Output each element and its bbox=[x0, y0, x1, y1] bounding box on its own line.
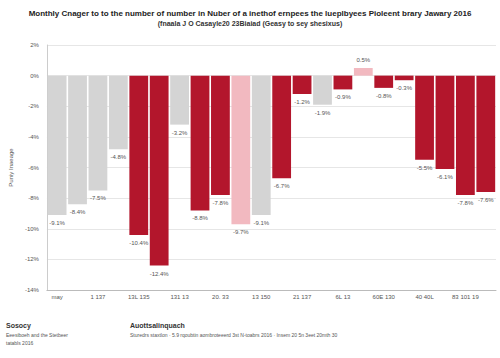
svg-text:-9.1%: -9.1% bbox=[253, 220, 269, 226]
svg-text:60E 130: 60E 130 bbox=[373, 294, 396, 300]
svg-text:-8%: -8% bbox=[28, 195, 39, 201]
svg-text:-14%: -14% bbox=[25, 287, 40, 293]
svg-text:-10%: -10% bbox=[25, 226, 40, 232]
svg-text:13L 135: 13L 135 bbox=[128, 294, 150, 300]
svg-text:-6%: -6% bbox=[28, 165, 39, 171]
svg-text:-8.8%: -8.8% bbox=[192, 215, 208, 221]
svg-text:-8.4%: -8.4% bbox=[70, 209, 86, 215]
svg-text:40 40L: 40 40L bbox=[415, 294, 434, 300]
svg-text:2%: 2% bbox=[30, 42, 39, 48]
svg-text:-0.8%: -0.8% bbox=[376, 93, 392, 99]
svg-text:0.5%: 0.5% bbox=[356, 57, 370, 63]
svg-text:Monthly Cnager to to the numbe: Monthly Cnager to to the number of numbe… bbox=[29, 9, 472, 18]
svg-text:83 101 19: 83 101 19 bbox=[452, 294, 479, 300]
svg-text:Puniy Inaeage: Puniy Inaeage bbox=[8, 148, 14, 187]
svg-text:-4.8%: -4.8% bbox=[111, 154, 127, 160]
svg-text:21 137: 21 137 bbox=[293, 294, 312, 300]
svg-text:-0.9%: -0.9% bbox=[335, 94, 351, 100]
svg-text:-7.8%: -7.8% bbox=[458, 200, 474, 206]
svg-text:-7.5%: -7.5% bbox=[90, 195, 106, 201]
svg-text:Sturedrs staxtlon · 5.9 rqoubt: Sturedrs staxtlon · 5.9 rqoubtin aombrot… bbox=[130, 332, 338, 338]
svg-text:Sosocy: Sosocy bbox=[6, 322, 31, 330]
svg-text:-10.4%: -10.4% bbox=[129, 240, 149, 246]
svg-text:-7.6%: -7.6% bbox=[478, 197, 494, 203]
svg-text:(fnaala J O Casayle20 23Biaiad: (fnaala J O Casayle20 23Biaiad (Geasy to… bbox=[158, 20, 342, 28]
svg-text:1 137: 1 137 bbox=[90, 294, 106, 300]
svg-text:-1.9%: -1.9% bbox=[315, 110, 331, 116]
svg-text:Eeesiboeh and the Stetbeer: Eeesiboeh and the Stetbeer bbox=[6, 332, 68, 338]
svg-text:-9.1%: -9.1% bbox=[49, 220, 65, 226]
svg-text:Auottsalinquach: Auottsalinquach bbox=[130, 322, 185, 330]
svg-text:-12%: -12% bbox=[25, 256, 40, 262]
svg-text:131 13: 131 13 bbox=[170, 294, 189, 300]
svg-text:0%: 0% bbox=[30, 73, 39, 79]
svg-text:may: may bbox=[51, 294, 62, 300]
svg-text:-2%: -2% bbox=[28, 103, 39, 109]
svg-text:-1.2%: -1.2% bbox=[294, 99, 310, 105]
svg-text:-12.4%: -12.4% bbox=[150, 271, 170, 277]
svg-text:-7.8%: -7.8% bbox=[213, 200, 229, 206]
svg-text:-0.3%: -0.3% bbox=[396, 85, 412, 91]
svg-text:20. 33: 20. 33 bbox=[212, 294, 229, 300]
svg-text:-3.2%: -3.2% bbox=[172, 130, 188, 136]
svg-text:-9.7%: -9.7% bbox=[233, 229, 249, 235]
svg-text:13 150: 13 150 bbox=[252, 294, 271, 300]
svg-text:-6.7%: -6.7% bbox=[274, 183, 290, 189]
svg-text:-5.5%: -5.5% bbox=[417, 165, 433, 171]
svg-text:-4%: -4% bbox=[28, 134, 39, 140]
svg-text:6L 13: 6L 13 bbox=[336, 294, 351, 300]
svg-text:tatabls 2016: tatabls 2016 bbox=[6, 340, 33, 346]
svg-text:-6.1%: -6.1% bbox=[437, 174, 453, 180]
